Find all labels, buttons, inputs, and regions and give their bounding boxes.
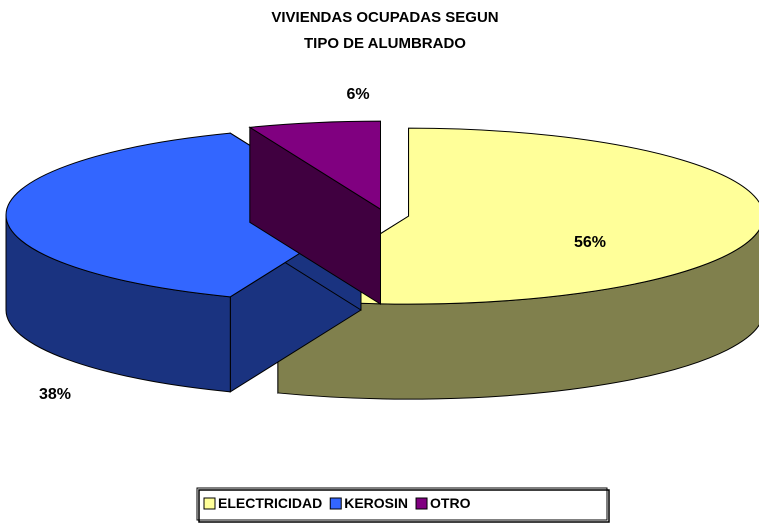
slice-top xyxy=(248,120,382,211)
legend-box xyxy=(196,487,608,521)
legend-label: OTRO xyxy=(430,495,471,511)
legend-label: KEROSIN xyxy=(344,495,408,511)
data-label: 38% xyxy=(39,386,71,403)
legend-label: ELECTRICIDAD xyxy=(218,495,322,511)
data-label: 6% xyxy=(346,86,369,103)
pie-slice xyxy=(248,120,382,306)
slice-top xyxy=(276,127,759,305)
pie-slice xyxy=(276,127,759,400)
chart-title: VIVIENDAS OCUPADAS SEGUN xyxy=(271,9,498,26)
legend-swatch xyxy=(203,497,216,510)
chart-title: TIPO DE ALUMBRADO xyxy=(304,35,466,52)
legend-shadow xyxy=(198,489,610,523)
data-label: 56% xyxy=(574,234,606,251)
legend-swatch xyxy=(329,497,342,510)
legend-swatch xyxy=(415,497,428,510)
